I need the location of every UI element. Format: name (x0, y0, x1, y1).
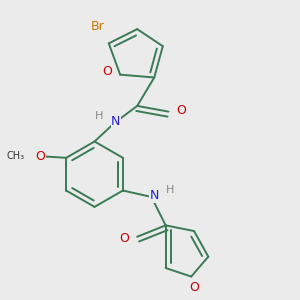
Text: O: O (189, 281, 199, 294)
Text: H: H (94, 111, 103, 121)
Text: H: H (166, 185, 174, 195)
Text: O: O (176, 104, 186, 117)
Text: O: O (36, 150, 46, 163)
Text: O: O (102, 65, 112, 78)
Text: O: O (119, 232, 129, 245)
Text: N: N (150, 189, 159, 202)
Text: Br: Br (91, 20, 104, 32)
Text: N: N (111, 115, 121, 128)
Text: CH₃: CH₃ (7, 152, 25, 161)
